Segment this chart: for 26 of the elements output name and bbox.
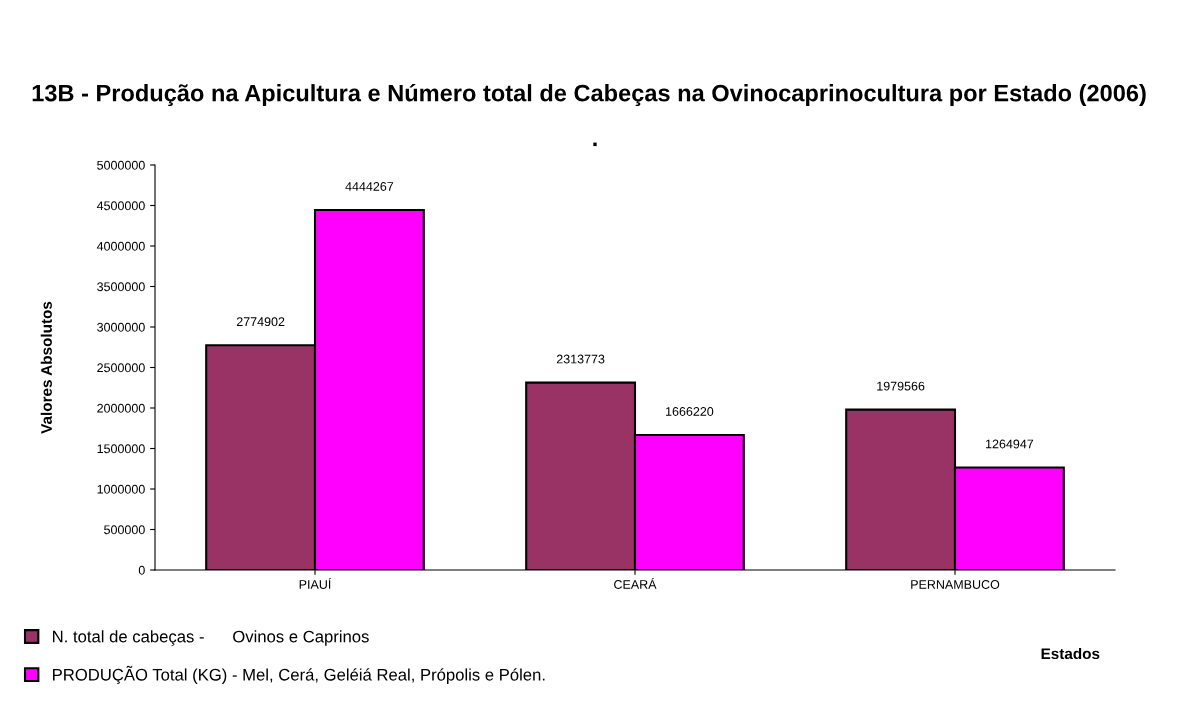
y-tick-label: 2500000 [97, 363, 145, 373]
y-axis-title: Valores Absolutos [40, 301, 52, 434]
y-tick-label: 4500000 [96, 201, 145, 211]
y-tick-label: 2000000 [97, 403, 145, 413]
data-label: 1666220 [666, 407, 714, 416]
data-label: 2774902 [236, 317, 285, 327]
x-tick-label: CEARÁ [614, 577, 657, 589]
data-label: 2313773 [556, 354, 605, 364]
y-tick-label: 4000000 [96, 241, 145, 251]
y-tick-label: 1000000 [97, 484, 145, 494]
data-label: 4444267 [345, 182, 394, 191]
chart-title: 13B - Produção na Apicultura e Número total de Cabeças na Ovinocaprinocultura por Estado (2006) [32, 83, 1146, 107]
legend-label: N. total de cabeças - Ovinos e Caprinos [53, 630, 369, 646]
y-tick-label: 500000 [104, 525, 145, 535]
chart-subtitle: . [593, 142, 597, 147]
y-tick-label: 0 [138, 565, 145, 575]
y-tick-label: 3500000 [97, 282, 145, 292]
x-axis-title: Estados [1041, 647, 1100, 660]
y-tick-label: 1500000 [97, 444, 145, 454]
x-tick-label: PIAUÍ [299, 577, 332, 589]
legend-label: PRODUÇÃO Total (KG) - Mel, Cerá, Geléiá Real, Própolis e Pólen. [53, 665, 545, 684]
data-label: 1264947 [986, 439, 1034, 449]
data-label: 1979566 [877, 381, 925, 391]
y-tick-label: 5000000 [97, 160, 145, 170]
x-tick-label: PERNAMBUCO [911, 580, 1000, 589]
y-tick-label: 3000000 [97, 322, 145, 332]
